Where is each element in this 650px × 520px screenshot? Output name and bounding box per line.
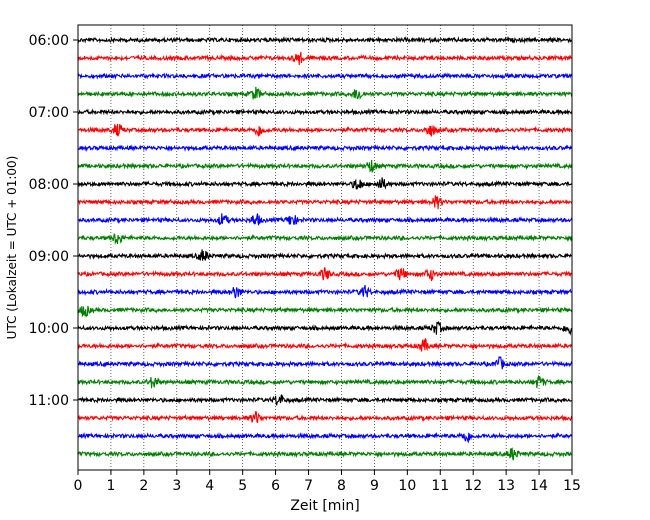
trace-0830 (77, 213, 573, 226)
y-tick-label: 11:00 (29, 393, 69, 409)
x-tick-label: 6 (271, 478, 280, 494)
trace-0630 (77, 72, 573, 80)
trace-0800 (77, 177, 573, 190)
x-tick-label: 5 (238, 478, 247, 494)
plot-frame (77, 24, 573, 471)
trace-0900 (77, 249, 573, 261)
y-axis-ticks: 06:00 07:00 08:00 09:00 10:00 11:00 (29, 33, 78, 409)
x-tick-label: 4 (205, 478, 214, 494)
trace-0615 (77, 51, 573, 65)
trace-1000 (77, 321, 573, 336)
trace-1030 (78, 356, 573, 370)
trace-0815 (77, 195, 573, 210)
x-tick-label: 1 (106, 478, 115, 494)
x-tick-label: 15 (563, 478, 581, 494)
x-tick-label: 0 (74, 478, 83, 494)
trace-0600 (77, 35, 573, 45)
x-tick-label: 3 (172, 478, 181, 494)
trace-1145 (77, 447, 573, 461)
x-tick-label: 7 (304, 478, 313, 494)
x-axis-label: Zeit [min] (290, 498, 359, 514)
trace-0845 (77, 232, 573, 245)
seismic-traces (77, 35, 573, 461)
trace-1100 (77, 394, 573, 406)
x-tick-label: 9 (370, 478, 379, 494)
trace-1115 (77, 410, 573, 424)
trace-0645 (77, 86, 573, 100)
x-axis-ticks: 0 1 2 3 4 5 6 7 8 9 10 11 12 13 14 15 (74, 470, 581, 494)
trace-0730 (77, 144, 573, 153)
x-tick-label: 2 (139, 478, 148, 494)
trace-0715 (77, 124, 573, 137)
trace-0700 (77, 107, 573, 116)
y-tick-label: 10:00 (29, 321, 69, 337)
x-tick-label: 12 (464, 478, 482, 494)
y-tick-label: 08:00 (29, 177, 69, 193)
trace-0945 (77, 305, 573, 318)
y-axis-label: UTC (Lokalzeit = UTC + 01:00) (5, 156, 19, 340)
trace-0745 (77, 159, 573, 173)
trace-0915 (77, 267, 573, 282)
trace-0930 (77, 284, 573, 299)
x-tick-label: 10 (398, 478, 416, 494)
trace-1045 (77, 374, 573, 389)
x-tick-label: 13 (497, 478, 515, 494)
y-tick-label: 07:00 (29, 105, 69, 121)
trace-1015 (77, 337, 573, 352)
y-tick-label: 09:00 (29, 249, 69, 265)
y-tick-label: 06:00 (29, 33, 69, 49)
x-tick-label: 8 (337, 478, 346, 494)
trace-1130 (77, 431, 573, 444)
x-tick-label: 11 (431, 478, 449, 494)
x-tick-label: 14 (530, 478, 548, 494)
vertical-grid (110, 25, 540, 470)
